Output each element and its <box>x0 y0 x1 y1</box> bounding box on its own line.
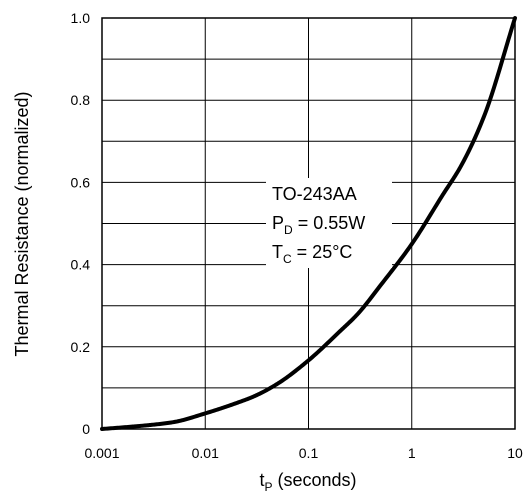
y-tick-label: 0.2 <box>71 339 91 355</box>
x-tick-label: 0.01 <box>192 445 219 461</box>
x-tick-label: 10 <box>507 445 523 461</box>
x-tick-label: 1 <box>408 445 416 461</box>
series-line-thermal-resistance <box>100 16 517 431</box>
y-tick-label: 0 <box>82 421 90 437</box>
x-axis-title: tP (seconds) <box>259 470 356 494</box>
y-tick-label: 1.0 <box>71 10 91 26</box>
y-tick-label: 0.6 <box>71 174 91 190</box>
annotation-line-3: TC = 25°C <box>272 242 352 266</box>
annotation-box <box>266 178 392 268</box>
y-axis-title: Thermal Resistance (normalized) <box>12 91 32 356</box>
y-tick-label: 0.8 <box>71 92 91 108</box>
x-tick-labels: 0.001 0.01 0.1 1 10 <box>84 445 523 461</box>
y-tick-label: 0.4 <box>71 257 91 273</box>
annotation-line-1: TO-243AA <box>272 184 357 204</box>
annotation-line-2: PD = 0.55W <box>272 213 365 237</box>
y-tick-labels: 0 0.2 0.4 0.6 0.8 1.0 <box>71 10 91 437</box>
x-tick-label: 0.1 <box>299 445 319 461</box>
x-tick-label: 0.001 <box>84 445 119 461</box>
plot-frame <box>101 17 516 430</box>
